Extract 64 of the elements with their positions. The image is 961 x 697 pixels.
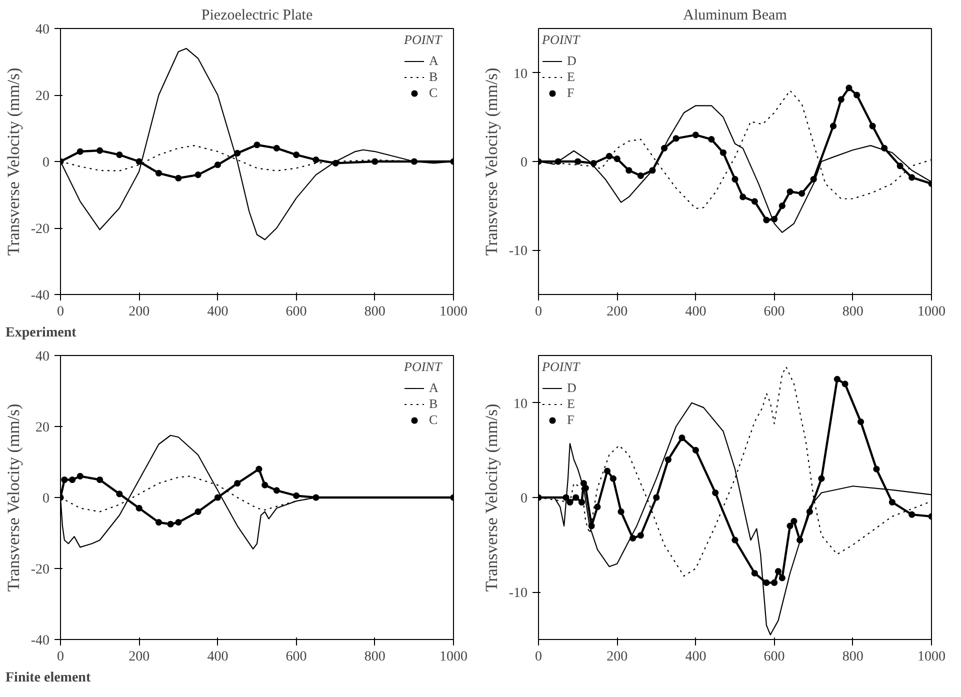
- legend-title: POINT: [542, 32, 582, 48]
- x-tick-label: 1000: [918, 304, 946, 320]
- legend-label: B: [429, 396, 439, 412]
- legend-label: C: [429, 85, 439, 101]
- x-tick-label: 0: [57, 650, 64, 664]
- x-tick-label: 400: [207, 304, 228, 320]
- x-tick-label: 400: [685, 304, 706, 320]
- y-tick-label: 40: [36, 350, 50, 364]
- x-tick-label: 600: [764, 304, 785, 320]
- legend-label: B: [429, 69, 439, 85]
- legend-title: POINT: [542, 359, 582, 375]
- legend-title: POINT: [404, 32, 444, 48]
- x-tick-label: 0: [535, 304, 542, 320]
- y-tick-label: 20: [36, 89, 50, 104]
- x-tick-label: 200: [606, 650, 628, 664]
- legend-label: D: [567, 380, 578, 396]
- y-axis-title: Transverse Velocity (mm/s): [482, 404, 501, 592]
- x-tick-label: 800: [842, 304, 864, 320]
- y-tick-label: 0: [42, 492, 50, 506]
- y-tick-label: -40: [30, 288, 50, 304]
- y-tick-label: 10: [514, 396, 528, 412]
- x-tick-label: 200: [606, 304, 628, 320]
- chart-title: Piezoelectric Plate: [201, 8, 313, 24]
- x-tick-label: 400: [685, 650, 706, 664]
- legend-label: E: [567, 396, 576, 412]
- chart-title: Aluminum Beam: [683, 8, 788, 24]
- y-axis-title: Transverse Velocity (mm/s): [482, 68, 501, 256]
- legend-label: A: [429, 380, 440, 396]
- x-tick-label: 600: [286, 304, 307, 320]
- x-tick-label: 400: [207, 650, 228, 664]
- y-tick-label: 0: [520, 492, 528, 506]
- legend-label: D: [567, 53, 578, 69]
- y-axis-title: Transverse Velocity (mm/s): [4, 404, 23, 592]
- x-tick-label: 1000: [440, 304, 468, 320]
- y-tick-label: -10: [508, 244, 528, 260]
- legend-title: POINT: [404, 359, 444, 375]
- x-tick-label: 1000: [918, 650, 946, 664]
- x-tick-label: 200: [128, 304, 150, 320]
- x-tick-label: 1000: [440, 650, 468, 664]
- legend-label: E: [567, 69, 576, 85]
- legend-label: F: [567, 412, 576, 428]
- x-tick-label: 800: [842, 650, 864, 664]
- y-tick-label: 10: [514, 66, 528, 82]
- x-tick-label: 800: [364, 650, 386, 664]
- x-tick-label: 200: [128, 650, 150, 664]
- x-tick-label: 800: [364, 304, 386, 320]
- text: Finite element: [6, 670, 91, 686]
- y-tick-label: -10: [508, 586, 528, 602]
- y-tick-label: -20: [30, 562, 50, 578]
- y-tick-label: -20: [30, 222, 50, 237]
- x-tick-label: 600: [286, 650, 307, 664]
- y-tick-label: 40: [36, 22, 50, 38]
- x-tick-label: 600: [764, 650, 785, 664]
- y-tick-label: 20: [36, 420, 50, 436]
- y-tick-label: 0: [520, 156, 528, 170]
- y-tick-label: -40: [30, 634, 50, 648]
- x-tick-label: 0: [535, 650, 542, 664]
- y-tick-label: 0: [42, 156, 50, 170]
- y-axis-title: Transverse Velocity (mm/s): [4, 68, 23, 256]
- text: Experiment: [6, 326, 77, 340]
- legend-label: A: [429, 53, 440, 69]
- legend-label: F: [567, 85, 576, 101]
- x-tick-label: 0: [57, 304, 64, 320]
- legend-label: C: [429, 412, 439, 428]
